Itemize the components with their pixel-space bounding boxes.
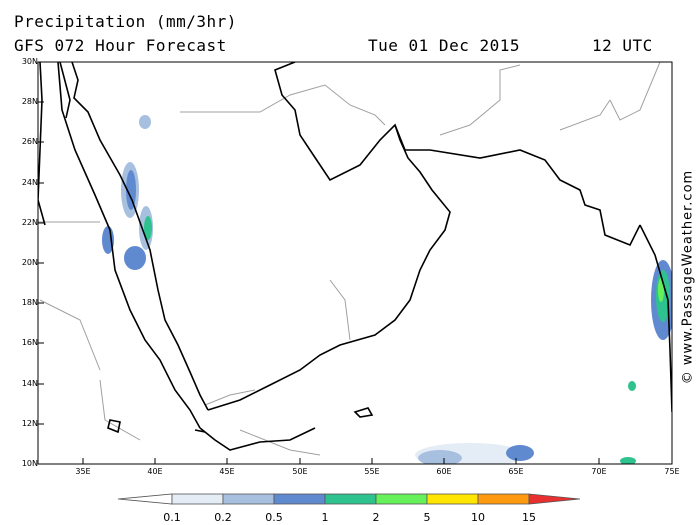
legend-swatch	[222, 493, 275, 505]
legend-swatch	[324, 493, 377, 505]
precip-area	[506, 445, 534, 461]
lat-label: 14N	[21, 379, 38, 388]
lon-label: 35E	[75, 467, 91, 476]
lat-label: 24N	[21, 178, 38, 187]
lat-label: 26N	[21, 137, 38, 146]
lat-label: 20N	[21, 258, 38, 267]
precip-area	[139, 115, 151, 129]
legend-label: 0.1	[163, 511, 181, 524]
precip-area	[124, 246, 146, 270]
lat-label: 22N	[21, 218, 38, 227]
legend-swatch	[528, 493, 581, 505]
precip-area	[126, 170, 136, 210]
forecast-label: GFS 072 Hour Forecast	[14, 36, 227, 55]
precipitation-legend-bar	[117, 493, 581, 505]
legend-swatch	[171, 493, 224, 505]
legend-label: 10	[471, 511, 485, 524]
lat-label: 18N	[21, 298, 38, 307]
legend-label: 1	[321, 511, 329, 524]
lon-label: 40E	[147, 467, 163, 476]
forecast-date: Tue 01 Dec 2015	[368, 36, 520, 55]
site-credit: © www.PassageWeather.com	[680, 169, 696, 385]
legend-swatch	[273, 493, 326, 505]
legend-label: 0.2	[214, 511, 232, 524]
precip-area	[620, 457, 636, 464]
map-title: Precipitation (mm/3hr)	[14, 12, 237, 31]
lon-label: 65E	[508, 467, 524, 476]
lat-label: 28N	[21, 97, 38, 106]
legend-swatch	[426, 493, 479, 505]
lat-label: 16N	[21, 338, 38, 347]
legend-label: 0.5	[265, 511, 283, 524]
lon-label: 60E	[436, 467, 452, 476]
coastlines	[38, 62, 672, 451]
lon-label: 75E	[664, 467, 680, 476]
lon-tick-marks	[82, 458, 600, 464]
legend-label: 15	[522, 511, 536, 524]
lat-tick-marks	[38, 61, 44, 425]
legend-label: 5	[423, 511, 431, 524]
lon-label: 70E	[591, 467, 607, 476]
lon-label: 50E	[292, 467, 308, 476]
legend-swatch	[375, 493, 428, 505]
forecast-time: 12 UTC	[592, 36, 653, 55]
lon-label: 55E	[364, 467, 380, 476]
lon-label: 45E	[219, 467, 235, 476]
lat-label: 12N	[21, 419, 38, 428]
precip-area	[144, 216, 152, 240]
lat-label: 30N	[21, 57, 38, 66]
precipitation-layer	[102, 115, 672, 464]
precip-area	[658, 278, 664, 302]
legend-swatch	[117, 493, 173, 505]
legend-label: 2	[372, 511, 380, 524]
country-borders	[38, 62, 661, 456]
precip-area	[418, 450, 462, 464]
precip-area	[628, 381, 636, 391]
legend-swatch	[477, 493, 530, 505]
lat-label: 10N	[21, 459, 38, 468]
